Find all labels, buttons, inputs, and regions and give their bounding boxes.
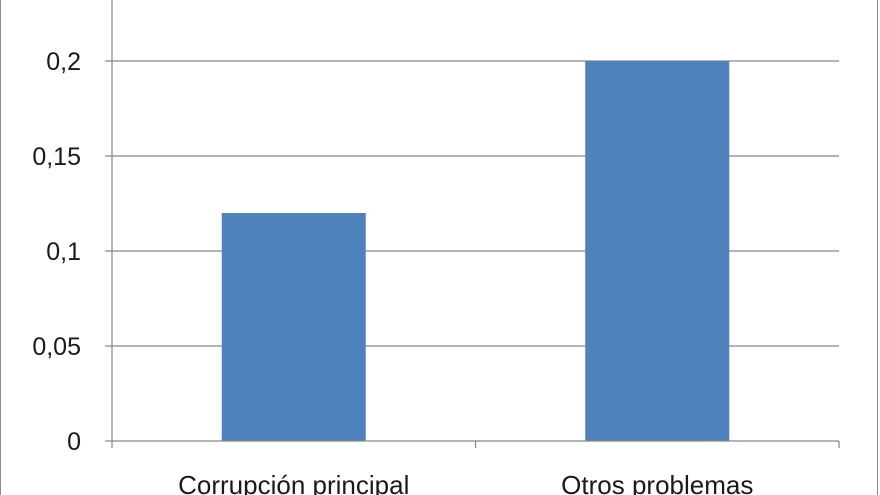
y-tick-label: 0,1 [46, 238, 81, 266]
x-axis: Corrupción principal Otros problemas [111, 440, 840, 495]
bars [221, 61, 730, 441]
y-axis: 0 0,05 0,1 0,15 0,2 [32, 0, 113, 456]
x-category-label: Otros problemas [561, 470, 753, 495]
y-tick-label: 0,2 [46, 48, 81, 76]
y-tick-label: 0 [67, 428, 81, 456]
gridlines [112, 60, 839, 347]
x-category-label: Corrupción principal [178, 470, 409, 495]
y-tick-label: 0,05 [32, 333, 81, 361]
bar-1 [221, 213, 366, 441]
y-tick-label: 0,15 [32, 143, 81, 171]
bar-2 [585, 61, 730, 441]
